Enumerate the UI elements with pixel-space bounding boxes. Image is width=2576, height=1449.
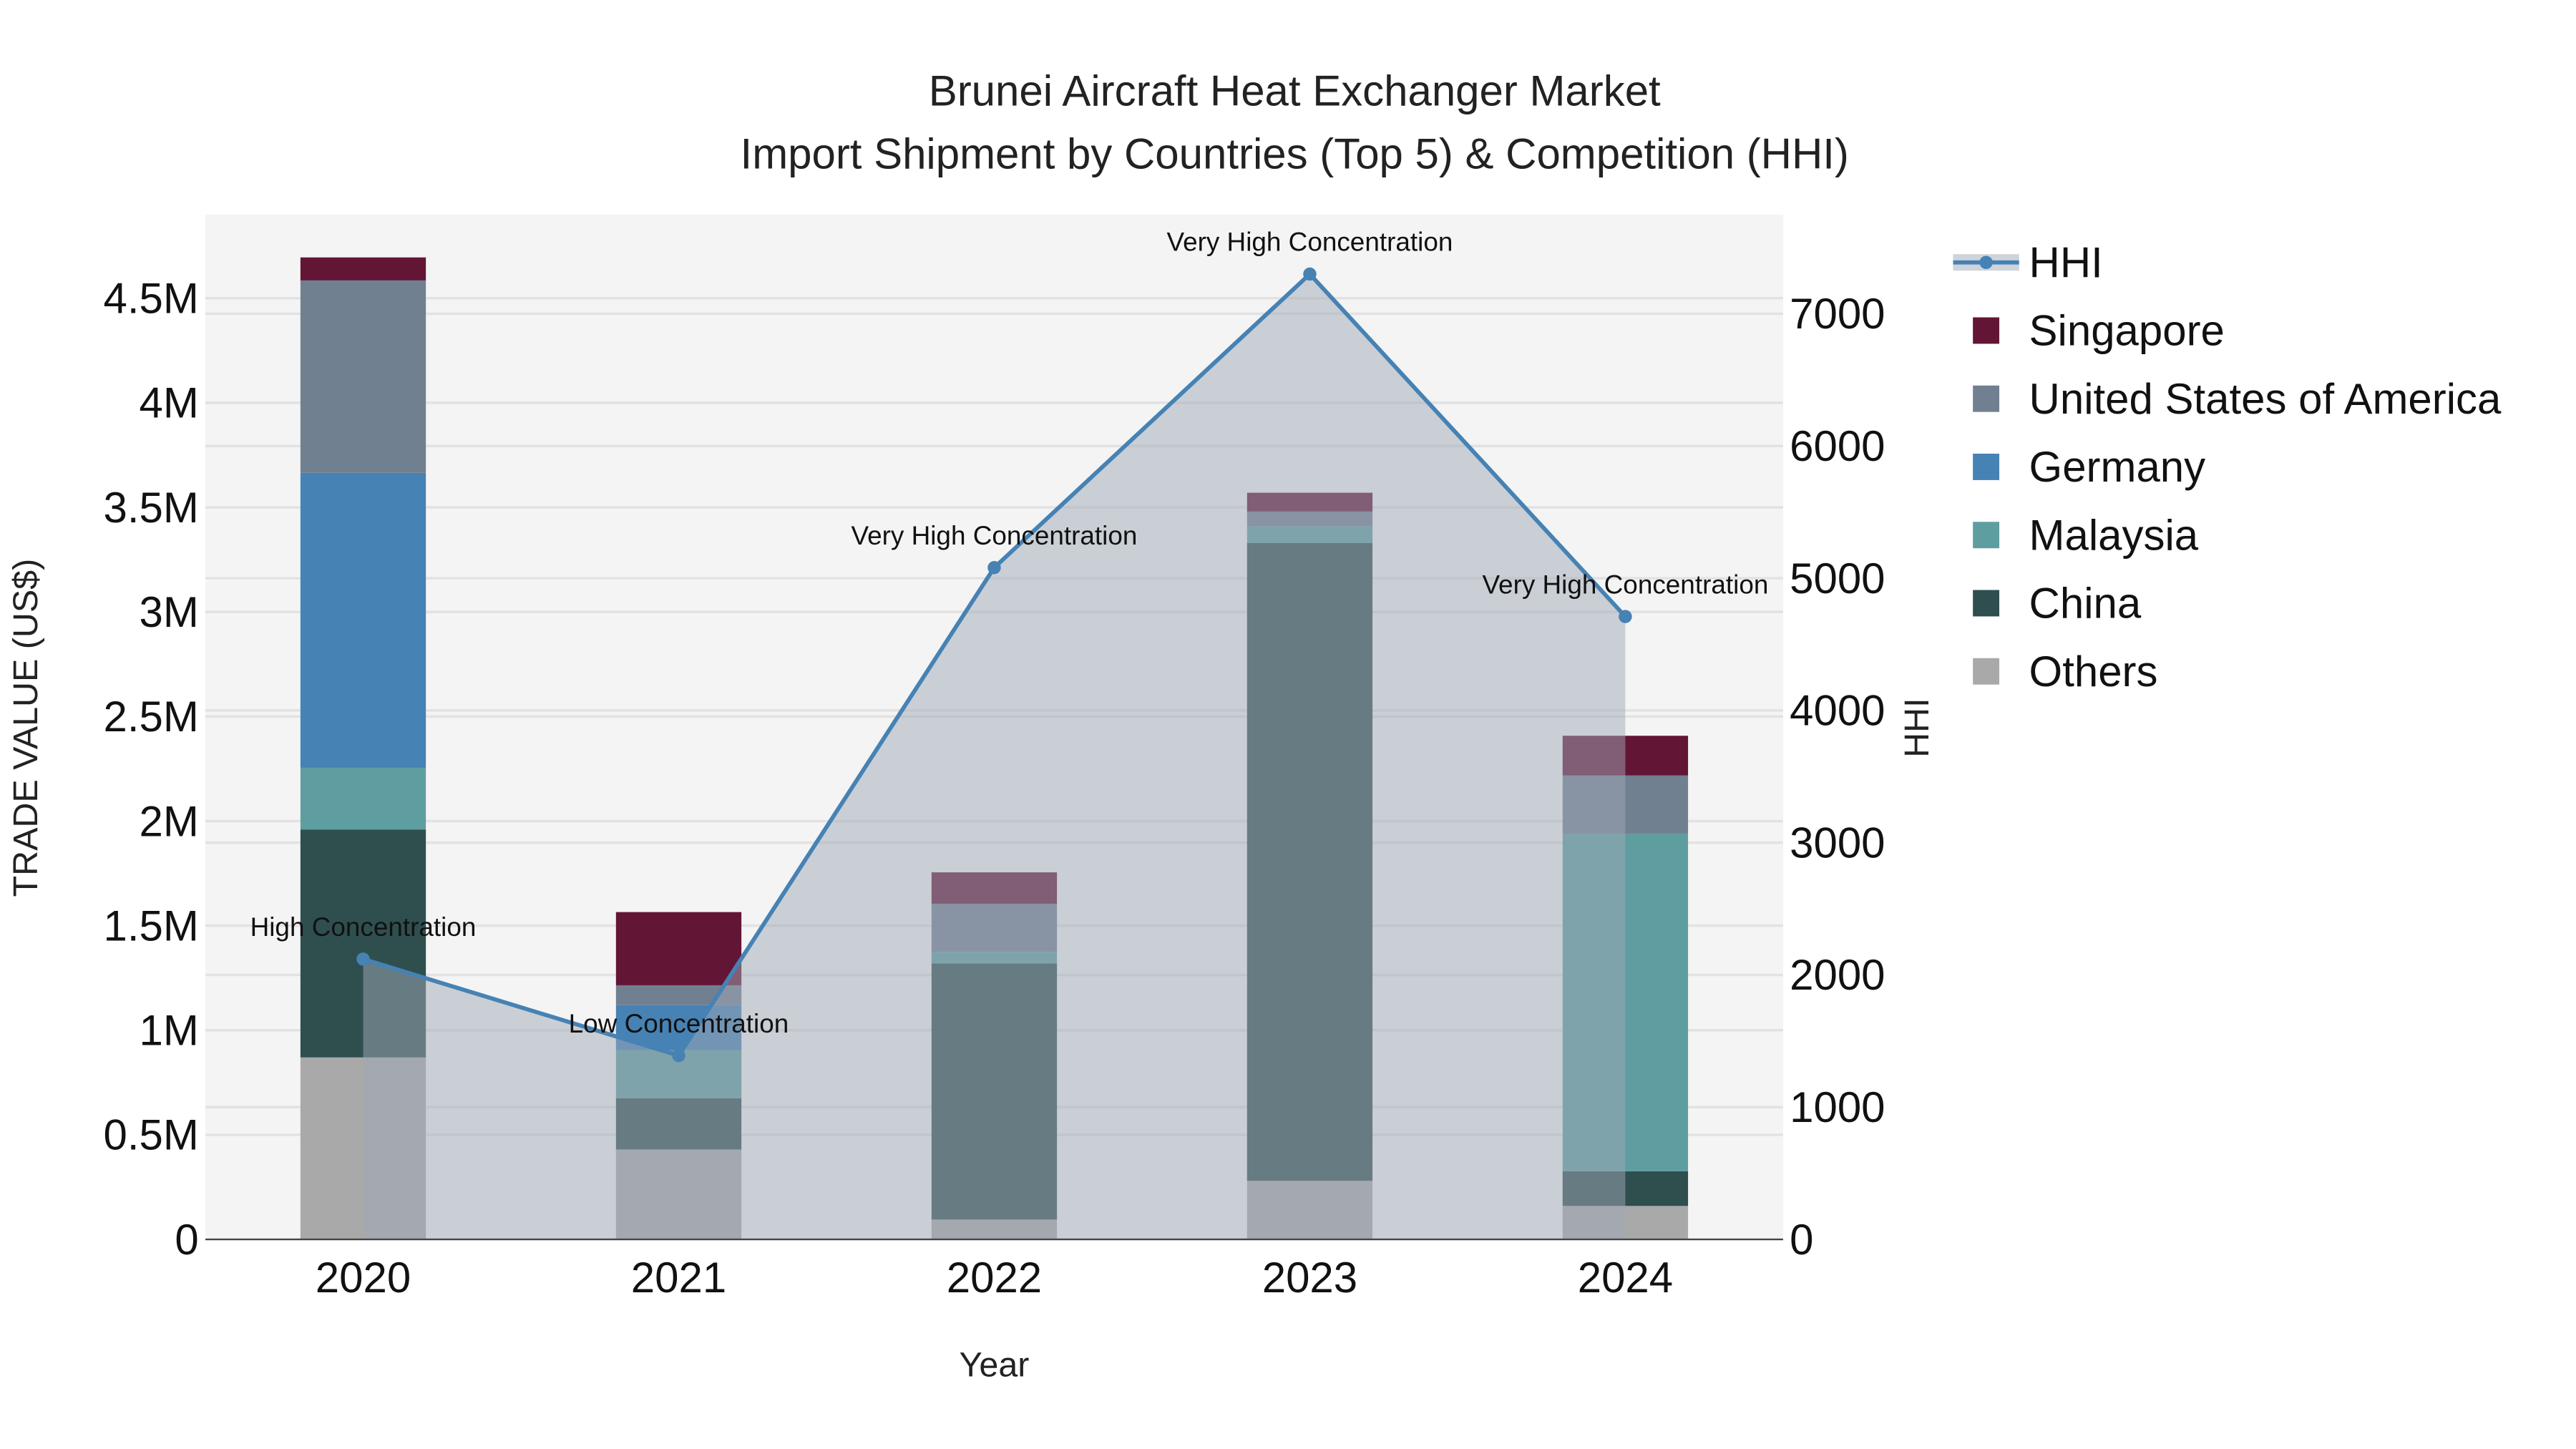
legend-label: HHI [2029, 238, 2103, 286]
bar-germany-2020 [300, 472, 426, 768]
legend-label: Germany [2029, 443, 2206, 491]
y-axis-title: TRADE VALUE (US$) [6, 559, 45, 897]
hhi-point-2020 [356, 952, 370, 966]
y2-tick-label: 3000 [1790, 819, 1885, 867]
hhi-point-2021 [672, 1048, 686, 1063]
x-tick-label: 2020 [316, 1254, 411, 1302]
y-tick-label: 0.5M [103, 1111, 198, 1159]
legend-label: Others [2029, 648, 2158, 696]
legend-label: China [2029, 580, 2142, 628]
x-tick-label: 2021 [631, 1254, 726, 1302]
y-tick-label: 1M [139, 1007, 198, 1055]
legend-swatch-malaysia [1973, 522, 2000, 549]
bar-singapore-2020 [300, 257, 426, 280]
hhi-annotation: High Concentration [250, 912, 477, 942]
y2-tick-label: 1000 [1790, 1083, 1885, 1131]
hhi-area [363, 273, 1626, 1240]
y2-tick-label: 7000 [1790, 290, 1885, 338]
bar-singapore-2021 [615, 912, 742, 985]
hhi-point-2022 [987, 561, 1001, 575]
hhi-annotation: Very High Concentration [1167, 228, 1453, 257]
bar-malaysia-2020 [300, 767, 426, 830]
x-tick-label: 2023 [1262, 1254, 1357, 1302]
legend-swatch-singapore [1973, 317, 2000, 344]
hhi-annotation: Very High Concentration [852, 521, 1138, 550]
legend-label: Malaysia [2029, 511, 2199, 559]
hhi-annotation: Low Concentration [569, 1009, 789, 1038]
y-tick-label: 4M [139, 379, 198, 427]
y2-tick-label: 6000 [1790, 422, 1885, 470]
legend-swatch-united-states-of-america [1973, 385, 2000, 412]
y-tick-label: 3M [139, 588, 198, 636]
y-tick-label: 2.5M [103, 693, 198, 741]
y2-tick-label: 0 [1790, 1216, 1813, 1264]
y-tick-label: 3.5M [103, 484, 198, 532]
legend-label: United States of America [2029, 375, 2502, 423]
y-tick-label: 4.5M [103, 275, 198, 323]
x-tick-label: 2024 [1578, 1254, 1673, 1302]
legend-swatch-germany [1973, 454, 2000, 480]
y2-tick-label: 5000 [1790, 555, 1885, 602]
y2-axis-title: HHI [1898, 698, 1936, 757]
y2-tick-label: 4000 [1790, 687, 1885, 735]
hhi-point-2024 [1619, 610, 1632, 623]
hhi-point-2023 [1303, 267, 1317, 281]
y-tick-label: 2M [139, 797, 198, 845]
y-tick-label: 1.5M [103, 902, 198, 950]
chart-subtitle: Import Shipment by Countries (Top 5) & C… [741, 130, 1849, 177]
x-tick-label: 2022 [947, 1254, 1042, 1302]
legend-label: Singapore [2029, 307, 2225, 355]
bar-united-states-of-america-2020 [300, 280, 426, 473]
y2-tick-label: 2000 [1790, 951, 1885, 999]
y-tick-label: 0 [175, 1216, 198, 1264]
hhi-annotation: Very High Concentration [1482, 570, 1768, 599]
legend-swatch-china [1973, 590, 2000, 617]
x-axis-title: Year [960, 1346, 1030, 1385]
chart-title: Brunei Aircraft Heat Exchanger Market [929, 67, 1661, 115]
legend-hhi-marker [1979, 255, 1993, 269]
legend-swatch-others [1973, 658, 2000, 685]
